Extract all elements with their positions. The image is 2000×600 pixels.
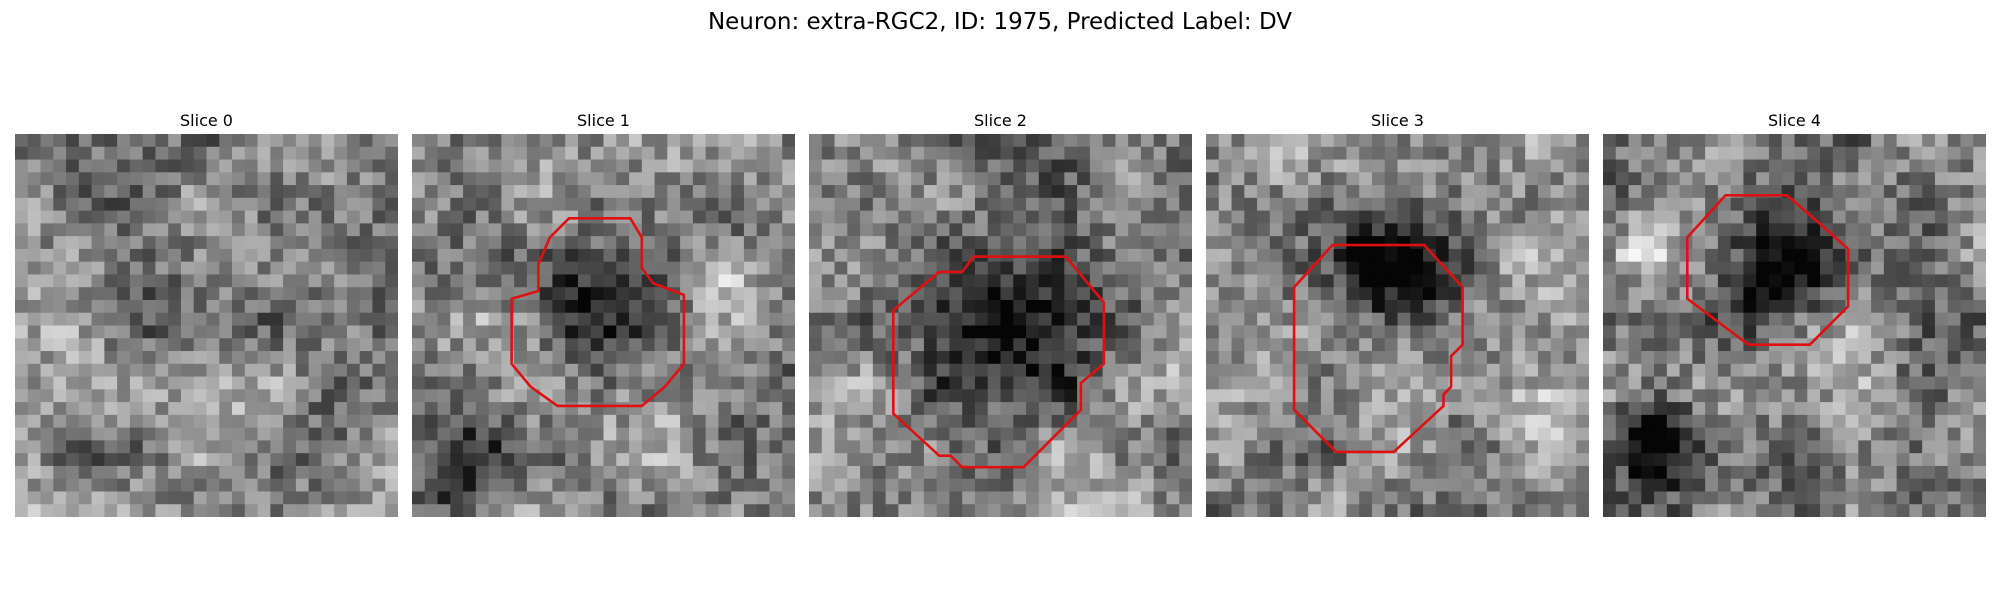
slice-panel-2: Slice 2 <box>809 108 1192 517</box>
slice-panel-0: Slice 0 <box>15 108 398 517</box>
slice-title: Slice 1 <box>577 111 630 130</box>
slice-title: Slice 0 <box>180 111 233 130</box>
roi-contour <box>1292 243 1464 454</box>
pixel-grid <box>15 134 398 517</box>
slice-panel-3: Slice 3 <box>1206 108 1589 517</box>
pixel-grid <box>1206 134 1589 517</box>
slice-title: Slice 2 <box>974 111 1027 130</box>
slice-panel-4: Slice 4 <box>1603 108 1986 517</box>
roi-contour <box>892 255 1106 469</box>
slice-image <box>1603 134 1986 517</box>
roi-contour <box>1686 193 1850 346</box>
slice-image <box>15 134 398 517</box>
pixel-grid <box>809 134 1192 517</box>
figure-title: Neuron: extra-RGC2, ID: 1975, Predicted … <box>707 9 1293 35</box>
slice-image <box>412 134 795 517</box>
pixel-grid <box>412 134 795 517</box>
roi-contour <box>510 217 686 408</box>
slice-title: Slice 3 <box>1371 111 1424 130</box>
slice-image <box>809 134 1192 517</box>
pixel-grid <box>1603 134 1986 517</box>
slice-image <box>1206 134 1589 517</box>
slice-title: Slice 4 <box>1768 111 1821 130</box>
slice-panel-1: Slice 1 <box>412 108 795 517</box>
